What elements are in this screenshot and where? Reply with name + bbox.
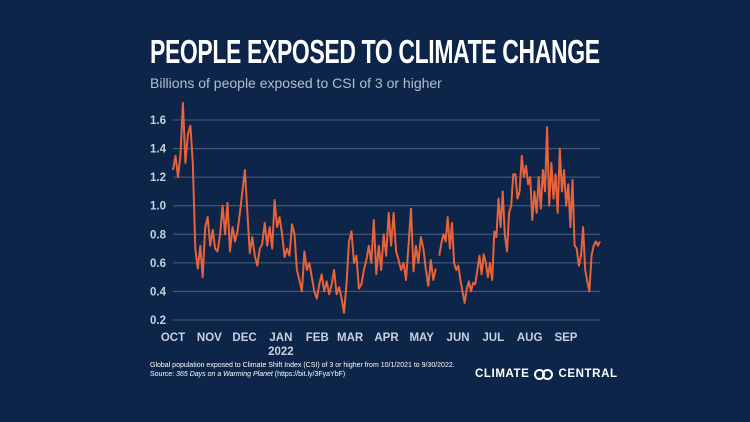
climate-central-logo: CLIMATE CENTRAL (475, 368, 618, 380)
source-link[interactable]: (https://bit.ly/3FyaYbF) (272, 370, 346, 378)
x-tick-label: OCT (161, 332, 185, 344)
footnote: Global population exposed to Climate Shi… (150, 362, 455, 379)
x-tick-year-label: 2022 (268, 346, 294, 358)
y-tick-label: 1.0 (150, 201, 166, 213)
x-tick-label: MAR (337, 332, 364, 344)
x-tick-label: JUN (447, 332, 470, 344)
series-line (438, 126, 601, 304)
y-tick-label: 1.6 (150, 115, 166, 127)
y-tick-label: 0.4 (150, 286, 167, 298)
chart-subtitle: Billions of people exposed to CSI of 3 o… (150, 75, 442, 91)
x-tick-label: FEB (306, 332, 329, 344)
chart-title: PEOPLE EXPOSED TO CLIMATE CHANGE (150, 33, 600, 70)
logo-text-right: CENTRAL (558, 368, 618, 380)
y-tick-label: 0.2 (150, 315, 166, 327)
x-tick-label: SEP (554, 332, 577, 344)
series-line (172, 101, 437, 314)
x-tick-label: NOV (197, 332, 222, 344)
logo-rings-icon (534, 368, 554, 380)
x-tick-label: DEC (232, 332, 256, 344)
x-tick-label: MAY (409, 332, 434, 344)
footnote-line: Global population exposed to Climate Shi… (150, 362, 455, 369)
logo-text-left: CLIMATE (475, 368, 530, 380)
x-tick-label: JUL (482, 332, 504, 344)
y-tick-label: 0.8 (150, 229, 167, 241)
y-tick-label: 1.2 (150, 172, 166, 184)
y-tick-label: 1.4 (150, 144, 167, 156)
x-tick-label: AUG (517, 332, 543, 344)
x-tick-label: JAN (269, 332, 292, 344)
source-prefix: Source: (150, 370, 177, 378)
x-tick-label: APR (374, 332, 399, 344)
source-title: 365 Days on a Warming Planet (176, 370, 273, 378)
y-tick-label: 0.6 (150, 258, 166, 270)
source-line: Source: 365 Days on a Warming Planet (ht… (150, 371, 455, 380)
